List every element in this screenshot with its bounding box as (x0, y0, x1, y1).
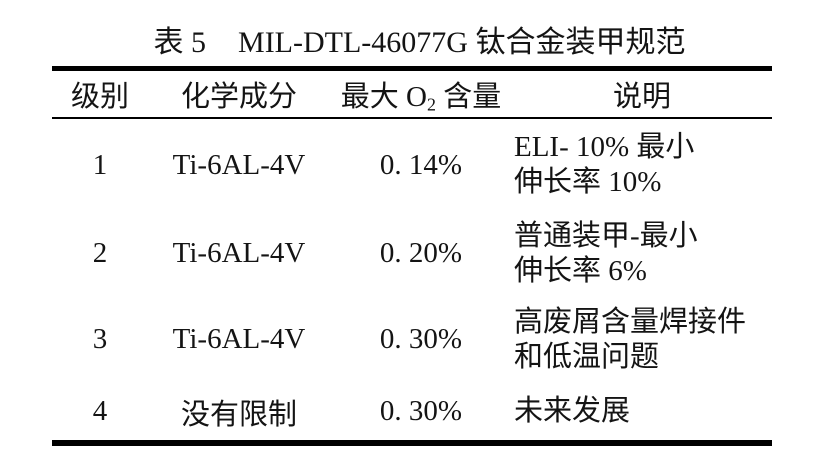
composition-cell: Ti-6AL-4V (172, 148, 306, 181)
max-o2-cell: 0. 14% (379, 148, 463, 181)
table-title-text: MIL-DTL-46077G 钛合金装甲规范 (238, 26, 686, 59)
table-title: 表 5 MIL-DTL-46077G 钛合金装甲规范 (0, 17, 839, 61)
table-row: 1 Ti-6AL-4V 0. 14% ELI- 10% 最小 伸长率 10% (52, 119, 772, 211)
table-row: 3 Ti-6AL-4V 0. 30% 高废屑含量焊接件 和低温问题 (52, 296, 772, 383)
column-header-max-o2: 最大 O2 含量 (340, 81, 502, 115)
composition-cell: 没有限制 (180, 398, 297, 431)
composition-cell: Ti-6AL-4V (172, 237, 306, 269)
grade-cell: 4 (92, 395, 108, 427)
table-header-row: 级别 化学成分 最大 O2 含量 说明 (52, 71, 772, 117)
composition-cell: Ti-6AL-4V (172, 323, 306, 355)
description-line: 伸长率 6% (514, 254, 647, 287)
description-line: 高废屑含量焊接件 (514, 305, 747, 338)
description-cell: ELI- 10% 最小 伸长率 10% (512, 130, 772, 200)
description-cell: 高废屑含量焊接件 和低温问题 (512, 305, 772, 375)
o2-subscript: 2 (426, 94, 436, 115)
max-o2-cell: 0. 30% (379, 395, 463, 427)
grade-cell: 3 (92, 323, 108, 355)
table-row: 2 Ti-6AL-4V 0. 20% 普通装甲-最小 伸长率 6% (52, 211, 772, 296)
max-o2-cell: 0. 20% (379, 237, 463, 269)
description-cell: 普通装甲-最小 伸长率 6% (512, 219, 772, 289)
column-header-description: 说明 (612, 81, 671, 113)
spec-table: 级别 化学成分 最大 O2 含量 说明 1 Ti-6AL-4V 0. 14% E… (52, 66, 772, 446)
description-line: 未来发展 (514, 395, 631, 427)
column-header-grade: 级别 (70, 81, 129, 113)
table-number: 表 5 (153, 26, 207, 59)
column-header-composition: 化学成分 (180, 81, 297, 113)
description-line: 伸长率 10% (514, 166, 662, 198)
table-header-rule (52, 117, 772, 119)
max-o2-cell: 0. 30% (379, 323, 463, 355)
description-cell: 未来发展 (512, 394, 772, 429)
table-row: 4 没有限制 0. 30% 未来发展 (52, 383, 772, 440)
table-top-rule (52, 66, 772, 71)
table-bottom-rule (52, 440, 772, 446)
grade-cell: 2 (92, 237, 108, 269)
description-line: ELI- 10% 最小 (514, 131, 695, 163)
description-line: 普通装甲-最小 (514, 219, 698, 252)
description-line: 和低温问题 (514, 340, 660, 373)
grade-cell: 1 (92, 148, 108, 181)
